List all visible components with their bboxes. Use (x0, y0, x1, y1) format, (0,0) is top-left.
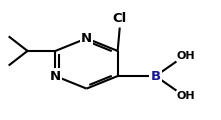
Text: OH: OH (177, 91, 195, 101)
Text: Cl: Cl (112, 12, 127, 25)
Text: N: N (81, 32, 92, 45)
Text: N: N (50, 70, 61, 83)
Text: OH: OH (177, 51, 195, 61)
Text: B: B (151, 70, 161, 83)
